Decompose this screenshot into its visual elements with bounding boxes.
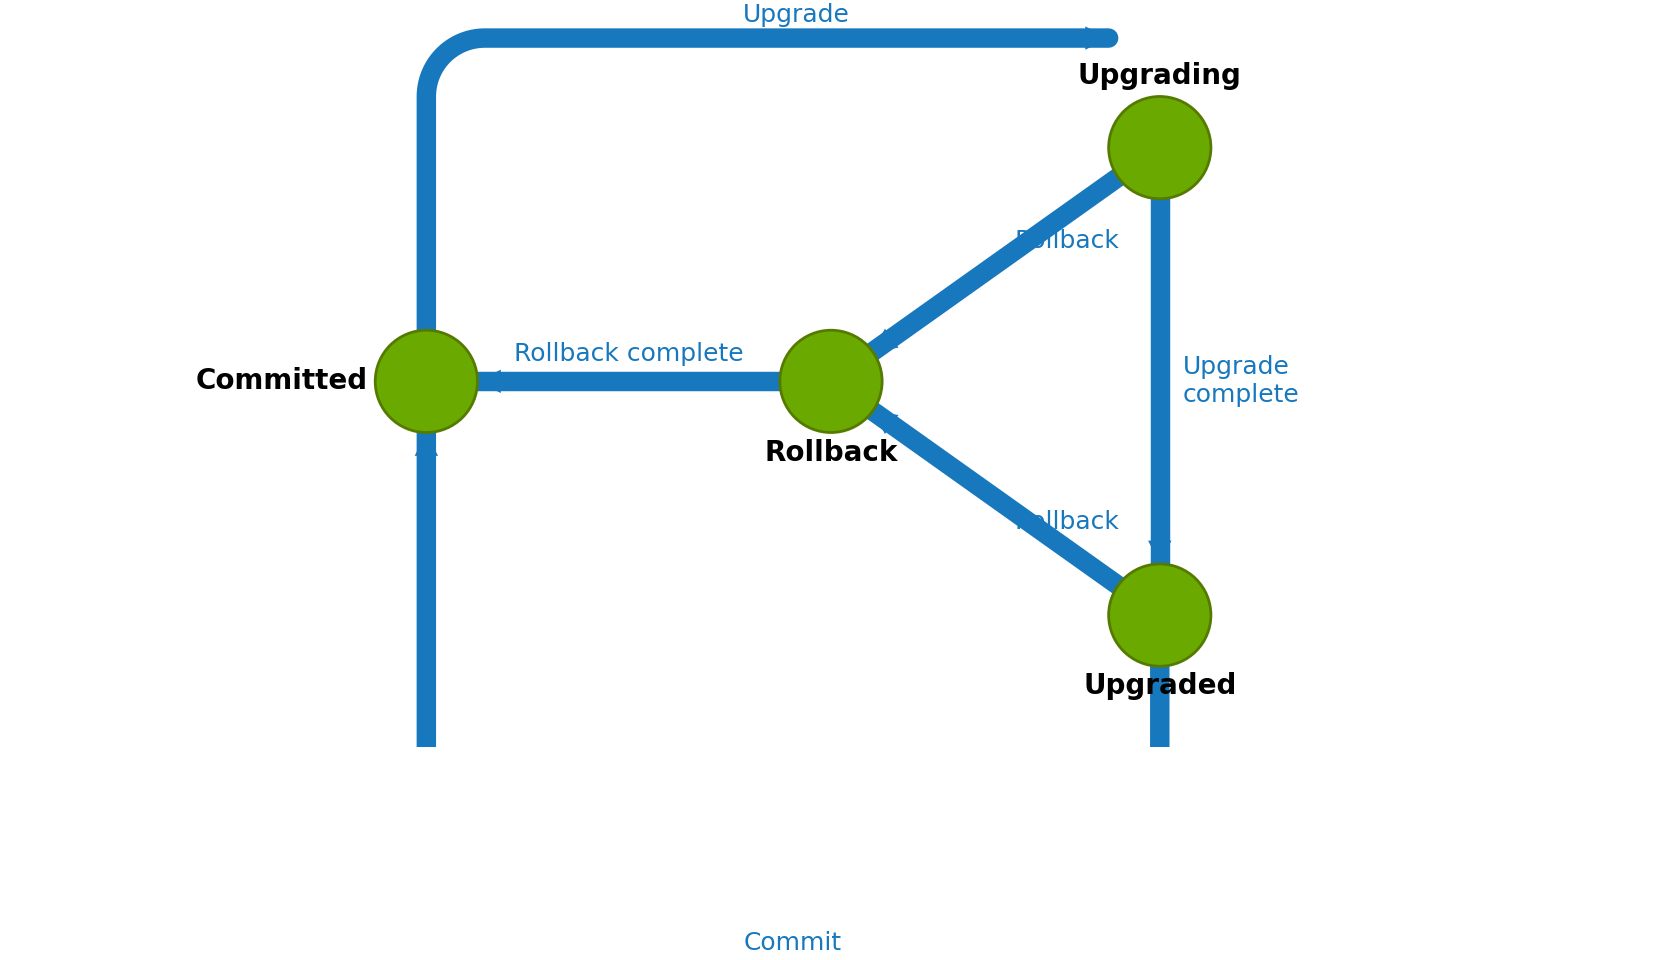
Text: Upgrade: Upgrade: [743, 3, 851, 27]
Text: Commit: Commit: [745, 931, 843, 955]
Circle shape: [1109, 97, 1212, 199]
Circle shape: [779, 330, 883, 433]
Text: Upgrade
complete: Upgrade complete: [1183, 355, 1300, 407]
Circle shape: [1109, 564, 1212, 666]
Circle shape: [376, 330, 477, 433]
Text: Rollback: Rollback: [1014, 229, 1119, 253]
Text: Committed: Committed: [196, 368, 367, 396]
Text: Upgrading: Upgrading: [1079, 62, 1242, 90]
Text: Upgraded: Upgraded: [1084, 672, 1237, 700]
Text: Rollback: Rollback: [1014, 510, 1119, 534]
Text: Rollback complete: Rollback complete: [514, 342, 743, 366]
Text: Rollback: Rollback: [765, 439, 897, 467]
